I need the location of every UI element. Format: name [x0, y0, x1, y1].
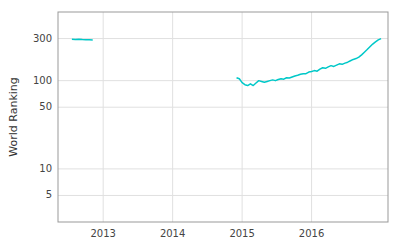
- tick-labels: 5 10 50 100 300 2013 2014 2015 2016: [33, 33, 324, 239]
- y-grid-line: [58, 38, 388, 39]
- line: [72, 38, 93, 40]
- x-tick-label: 2016: [299, 228, 324, 239]
- lines: [72, 39, 381, 86]
- chart: 5 10 50 100 300 2013 2014 2015 2016 World Ranking: [0, 0, 400, 250]
- y-grid-line: [58, 107, 388, 108]
- y-tick-label: 50: [39, 101, 52, 112]
- x-grid-line: [103, 12, 104, 222]
- x-grid-line: [311, 12, 312, 222]
- line: [237, 39, 381, 86]
- x-grid-line: [242, 12, 243, 222]
- y-tick-label: 300: [33, 33, 52, 44]
- plot-area: [58, 12, 388, 222]
- y-grid-line: [58, 80, 388, 81]
- x-tick-label: 2015: [229, 228, 254, 239]
- y-tick-label: 100: [33, 75, 52, 86]
- x-grid-line: [172, 12, 173, 222]
- y-tick-label: 5: [46, 189, 52, 200]
- y-tick-label: 10: [39, 163, 52, 174]
- x-tick-label: 2014: [160, 228, 185, 239]
- x-tick-label: 2013: [90, 228, 115, 239]
- plot-frame: [58, 12, 388, 222]
- y-grid-line: [58, 168, 388, 169]
- grid: [58, 12, 388, 222]
- y-axis-label: World Ranking: [7, 77, 20, 157]
- y-grid-line: [58, 195, 388, 196]
